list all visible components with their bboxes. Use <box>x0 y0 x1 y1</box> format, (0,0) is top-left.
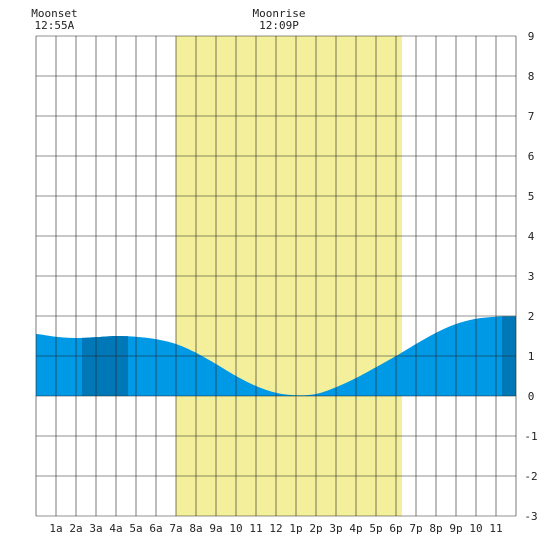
x-tick-label: 7a <box>169 522 182 535</box>
x-tick-label: 7p <box>409 522 422 535</box>
x-tick-label: 5a <box>129 522 142 535</box>
x-tick-label: 11 <box>489 522 502 535</box>
x-tick-label: 1p <box>289 522 302 535</box>
grid-lines <box>35 35 517 517</box>
x-tick-label: 6a <box>149 522 162 535</box>
y-tick-label: 5 <box>528 190 535 203</box>
y-tick-label: 1 <box>528 350 535 363</box>
y-tick-label: -3 <box>524 510 537 523</box>
x-tick-label: 4p <box>349 522 362 535</box>
x-tick-label: 11 <box>249 522 262 535</box>
x-tick-label: 9p <box>449 522 462 535</box>
x-tick-label: 4a <box>109 522 122 535</box>
x-tick-label: 5p <box>369 522 382 535</box>
x-tick-label: 10 <box>469 522 482 535</box>
moon-event-time: 12:09P <box>259 19 299 32</box>
x-tick-labels: 1a 2a 3a 4a 5a 6a 7a 8a 9a 10 11 12 1p 2p 3p 4p 5p 6p 7p 8p… <box>49 522 502 535</box>
x-tick-label: 12 <box>269 522 282 535</box>
x-tick-label: 1a <box>49 522 62 535</box>
moon-event-label: Moonrise <box>253 7 306 20</box>
moon-event-label: Moonset <box>31 7 77 20</box>
y-tick-label: 2 <box>528 310 535 323</box>
y-tick-label: 8 <box>528 70 535 83</box>
x-tick-label: 8a <box>189 522 202 535</box>
y-tick-label: 3 <box>528 270 535 283</box>
y-tick-label: 4 <box>528 230 535 243</box>
y-tick-label: -1 <box>524 430 537 443</box>
x-tick-label: 8p <box>429 522 442 535</box>
x-tick-label: 2p <box>309 522 322 535</box>
x-tick-label: 3a <box>89 522 102 535</box>
y-tick-labels: -3 -2 -1 0 1 2 3 4 5 6 7 8 9 <box>524 30 537 523</box>
moon-event-time: 12:55A <box>35 19 75 32</box>
x-tick-label: 6p <box>389 522 402 535</box>
x-tick-label: 2a <box>69 522 82 535</box>
x-tick-label: 9a <box>209 522 222 535</box>
y-tick-label: -2 <box>524 470 537 483</box>
y-tick-label: 7 <box>528 110 535 123</box>
y-tick-label: 9 <box>528 30 535 43</box>
x-tick-label: 10 <box>229 522 242 535</box>
x-tick-label: 3p <box>329 522 342 535</box>
y-tick-label: 0 <box>528 390 535 403</box>
y-tick-label: 6 <box>528 150 535 163</box>
